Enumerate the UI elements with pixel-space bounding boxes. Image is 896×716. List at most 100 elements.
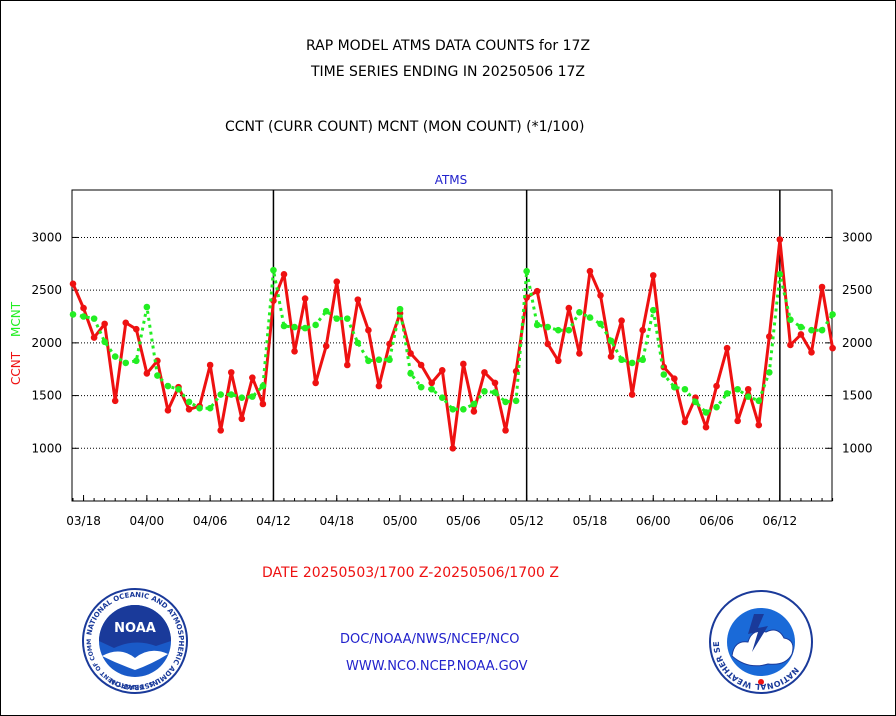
- x-tick-label: 04/06: [193, 514, 228, 528]
- noaa-logo: NOAA NATIONAL OCEANIC AND ATMOSPHERIC AD…: [80, 588, 188, 694]
- data-point-mcnt: [344, 315, 351, 322]
- data-point-ccnt: [259, 400, 267, 408]
- data-point-mcnt: [259, 382, 267, 390]
- data-point-ccnt: [776, 236, 784, 243]
- data-point-mcnt: [470, 400, 478, 408]
- data-point-ccnt: [491, 379, 499, 387]
- data-point-mcnt: [607, 337, 615, 345]
- y-tick-label-right: 1000: [842, 441, 873, 455]
- y-tick-label-left: 1500: [31, 389, 62, 403]
- data-point-ccnt: [386, 340, 393, 348]
- data-point-mcnt: [69, 311, 77, 318]
- y-label-ccnt: CCNT: [9, 351, 23, 385]
- nws-logo: NATIONAL WEATHER SERVICE: [708, 590, 813, 694]
- data-point-ccnt: [744, 385, 752, 393]
- data-point-mcnt: [502, 398, 509, 406]
- data-point-ccnt: [639, 326, 646, 334]
- y-tick-label-left: 1000: [31, 441, 62, 455]
- data-point-mcnt: [133, 357, 140, 365]
- data-point-ccnt: [565, 304, 573, 312]
- data-point-mcnt: [90, 315, 98, 322]
- series-line-ccnt: [71, 238, 835, 450]
- data-point-mcnt: [111, 353, 119, 360]
- data-point-ccnt: [649, 272, 657, 279]
- data-point-mcnt: [533, 321, 541, 329]
- data-point-ccnt: [818, 283, 826, 291]
- x-tick-label: 04/18: [319, 514, 354, 528]
- data-point-ccnt: [787, 341, 794, 349]
- data-point-ccnt: [238, 415, 246, 423]
- data-point-ccnt: [185, 405, 193, 413]
- data-point-mcnt: [365, 357, 372, 365]
- data-point-mcnt: [797, 323, 805, 331]
- x-tick-label: 05/18: [573, 514, 608, 528]
- x-tick-label: 04/12: [256, 514, 291, 528]
- data-point-ccnt: [344, 361, 351, 369]
- data-point-ccnt: [407, 350, 414, 357]
- series-group: [69, 236, 836, 452]
- data-point-mcnt: [175, 385, 182, 393]
- data-point-mcnt: [438, 394, 446, 401]
- data-point-ccnt: [354, 296, 362, 303]
- data-point-ccnt: [375, 382, 383, 390]
- data-point-ccnt: [734, 417, 741, 425]
- data-point-mcnt: [491, 389, 499, 396]
- plot-title: ATMS: [435, 173, 468, 187]
- data-point-ccnt: [154, 357, 161, 365]
- data-point-mcnt: [417, 383, 425, 391]
- data-point-mcnt: [322, 307, 330, 315]
- data-point-mcnt: [206, 404, 214, 412]
- data-point-ccnt: [428, 379, 436, 387]
- data-point-ccnt: [333, 278, 341, 286]
- data-point-ccnt: [312, 379, 319, 387]
- data-point-ccnt: [449, 444, 457, 452]
- data-point-ccnt: [291, 347, 298, 355]
- data-point-mcnt: [396, 305, 404, 313]
- data-point-ccnt: [628, 391, 636, 398]
- data-point-ccnt: [618, 317, 625, 325]
- data-point-mcnt: [143, 303, 151, 311]
- link-nco-website[interactable]: WWW.NCO.NCEP.NOAA.GOV: [346, 659, 528, 674]
- data-point-ccnt: [544, 340, 552, 348]
- data-point-ccnt: [69, 280, 77, 288]
- data-point-mcnt: [744, 393, 752, 400]
- data-point-ccnt: [249, 374, 256, 381]
- data-point-ccnt: [586, 267, 594, 275]
- data-point-mcnt: [101, 338, 108, 346]
- data-point-ccnt: [206, 361, 214, 369]
- data-point-mcnt: [681, 385, 689, 393]
- x-tick-label: 05/06: [446, 514, 481, 528]
- data-point-ccnt: [122, 319, 130, 327]
- data-point-mcnt: [217, 391, 224, 398]
- data-point-mcnt: [702, 409, 710, 416]
- link-doc-noaa[interactable]: DOC/NOAA/NWS/NCEP/NCO: [340, 632, 520, 647]
- x-tick-label: 05/00: [383, 514, 418, 528]
- y-tick-label-right: 2000: [842, 336, 873, 350]
- y-tick-label-left: 2000: [31, 336, 62, 350]
- data-point-mcnt: [280, 322, 288, 330]
- data-point-mcnt: [481, 388, 488, 395]
- data-point-ccnt: [723, 344, 731, 352]
- data-point-ccnt: [301, 295, 309, 302]
- data-point-ccnt: [766, 333, 773, 340]
- x-tick-label: 06/00: [636, 514, 671, 528]
- data-point-ccnt: [607, 353, 615, 360]
- data-point-mcnt: [586, 314, 594, 321]
- data-point-ccnt: [533, 287, 541, 295]
- data-point-ccnt: [460, 360, 467, 368]
- data-point-mcnt: [386, 356, 393, 364]
- data-point-mcnt: [755, 397, 763, 405]
- data-point-mcnt: [576, 308, 583, 316]
- data-point-ccnt: [671, 375, 678, 383]
- data-point-mcnt: [122, 359, 130, 367]
- data-point-ccnt: [438, 366, 446, 374]
- data-point-mcnt: [808, 326, 815, 334]
- y-label-mcnt: MCNT: [9, 301, 23, 337]
- data-point-mcnt: [354, 339, 362, 347]
- data-point-ccnt: [164, 407, 172, 414]
- data-point-ccnt: [101, 320, 108, 328]
- data-point-mcnt: [649, 306, 657, 314]
- data-point-ccnt: [217, 427, 224, 434]
- data-point-mcnt: [660, 371, 668, 378]
